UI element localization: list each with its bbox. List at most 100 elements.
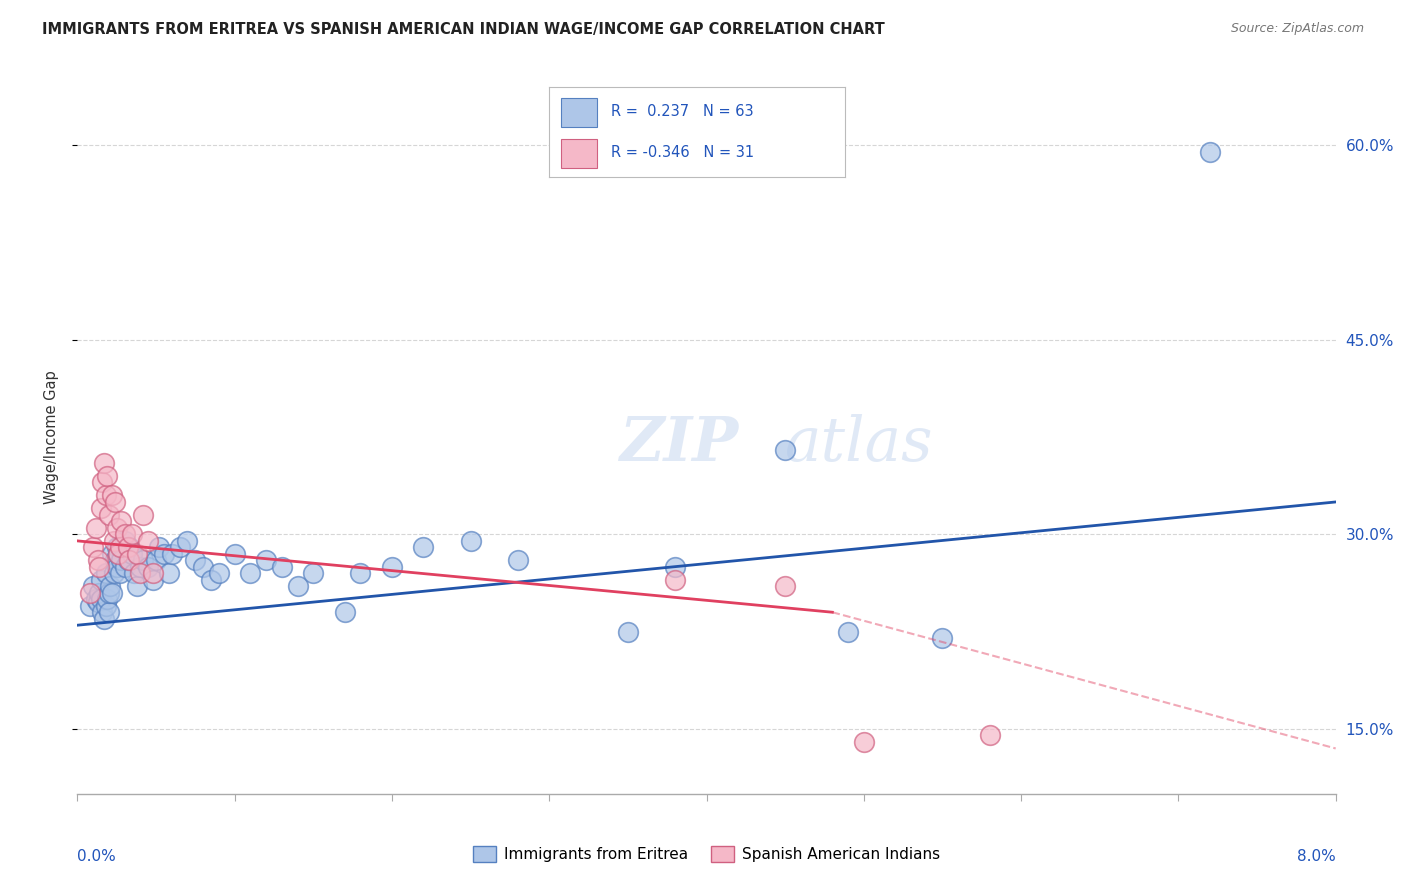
- Point: [105, 541, 128, 555]
- Point: [145, 553, 167, 567]
- Point: [127, 579, 149, 593]
- Point: [84, 521, 107, 535]
- Point: [142, 573, 165, 587]
- Point: [94, 488, 117, 502]
- Point: [122, 566, 145, 581]
- Point: [104, 495, 127, 509]
- Point: [381, 559, 404, 574]
- Point: [114, 559, 136, 574]
- Point: [349, 566, 371, 581]
- Point: [773, 443, 796, 458]
- Point: [91, 605, 114, 619]
- Text: Source: ZipAtlas.com: Source: ZipAtlas.com: [1230, 22, 1364, 36]
- Point: [82, 541, 104, 555]
- Point: [96, 592, 118, 607]
- Point: [94, 566, 117, 581]
- Point: [90, 592, 112, 607]
- Point: [254, 553, 277, 567]
- Point: [287, 579, 309, 593]
- Point: [931, 631, 953, 645]
- Point: [79, 599, 101, 613]
- Point: [979, 729, 1001, 743]
- Point: [108, 541, 131, 555]
- Point: [105, 559, 128, 574]
- Point: [110, 553, 132, 567]
- Point: [153, 547, 176, 561]
- Text: 8.0%: 8.0%: [1296, 849, 1336, 863]
- Point: [104, 553, 127, 567]
- Point: [132, 553, 155, 567]
- Point: [118, 541, 141, 555]
- Point: [132, 508, 155, 522]
- Point: [97, 605, 120, 619]
- Point: [79, 586, 101, 600]
- Point: [506, 553, 529, 567]
- Point: [107, 547, 129, 561]
- Point: [103, 566, 125, 581]
- Point: [664, 559, 686, 574]
- Text: atlas: atlas: [785, 414, 934, 474]
- Point: [191, 559, 215, 574]
- Point: [136, 559, 159, 574]
- Point: [97, 508, 120, 522]
- Point: [136, 533, 159, 548]
- Point: [142, 566, 165, 581]
- Point: [1199, 145, 1222, 159]
- Point: [200, 573, 222, 587]
- Point: [148, 541, 170, 555]
- Point: [160, 547, 183, 561]
- Point: [89, 559, 111, 574]
- Point: [270, 559, 292, 574]
- Point: [93, 612, 115, 626]
- Text: 0.0%: 0.0%: [77, 849, 117, 863]
- Text: ZIP: ZIP: [619, 414, 738, 474]
- Point: [121, 547, 143, 561]
- Point: [460, 533, 482, 548]
- Point: [114, 533, 136, 548]
- Point: [852, 735, 875, 749]
- Point: [96, 469, 118, 483]
- Point: [108, 566, 131, 581]
- Point: [176, 533, 198, 548]
- Point: [82, 579, 104, 593]
- Point: [90, 573, 112, 587]
- Point: [91, 475, 114, 490]
- Point: [105, 521, 128, 535]
- Point: [302, 566, 325, 581]
- Point: [93, 456, 115, 470]
- Point: [89, 586, 111, 600]
- Point: [664, 573, 686, 587]
- Point: [157, 566, 180, 581]
- Point: [224, 547, 246, 561]
- Point: [103, 533, 125, 548]
- Point: [169, 541, 191, 555]
- Point: [127, 547, 149, 561]
- Point: [101, 488, 124, 502]
- Point: [101, 547, 124, 561]
- Point: [129, 566, 152, 581]
- Legend: Immigrants from Eritrea, Spanish American Indians: Immigrants from Eritrea, Spanish America…: [467, 840, 946, 868]
- Text: IMMIGRANTS FROM ERITREA VS SPANISH AMERICAN INDIAN WAGE/INCOME GAP CORRELATION C: IMMIGRANTS FROM ERITREA VS SPANISH AMERI…: [42, 22, 884, 37]
- Point: [87, 553, 110, 567]
- Point: [129, 559, 152, 574]
- Point: [412, 541, 434, 555]
- Point: [101, 586, 124, 600]
- Point: [239, 566, 262, 581]
- Point: [617, 624, 640, 639]
- Point: [118, 553, 141, 567]
- Point: [98, 579, 121, 593]
- Point: [87, 595, 110, 609]
- Point: [114, 527, 136, 541]
- Point: [333, 605, 356, 619]
- Y-axis label: Wage/Income Gap: Wage/Income Gap: [44, 370, 59, 504]
- Point: [121, 527, 143, 541]
- Point: [117, 541, 139, 555]
- Point: [208, 566, 231, 581]
- Point: [184, 553, 207, 567]
- Point: [97, 586, 120, 600]
- Point: [94, 599, 117, 613]
- Point: [117, 553, 139, 567]
- Point: [107, 547, 129, 561]
- Point: [110, 515, 132, 529]
- Point: [837, 624, 859, 639]
